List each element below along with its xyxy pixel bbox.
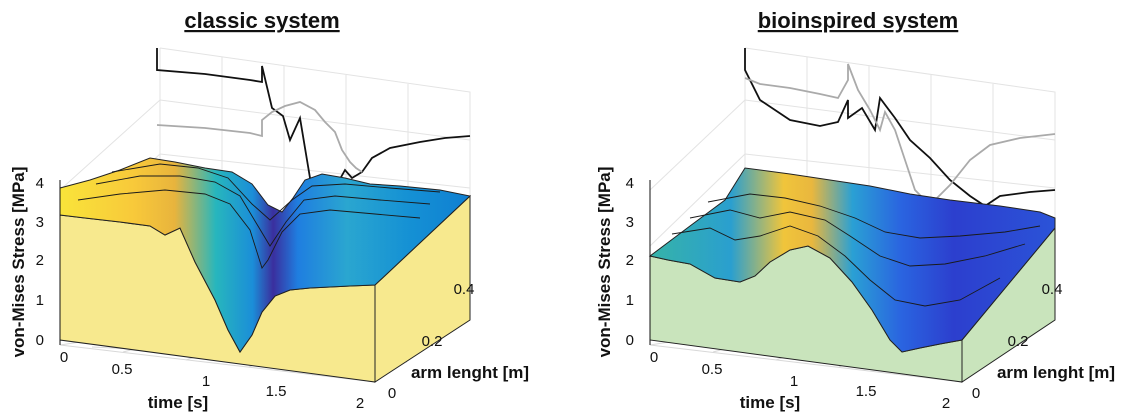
y-axis-label: arm lenght [m] <box>411 363 529 382</box>
z-tick-label: 3 <box>626 214 634 231</box>
x-tick-label: 1.5 <box>856 383 877 400</box>
x-tick-label: 0.5 <box>702 361 723 378</box>
x-tick-label: 1 <box>202 373 210 390</box>
y-axis: 0 0.2 0.4 arm lenght [m] <box>388 281 529 402</box>
z-axis: 0 1 2 3 4 von-Mises Stress [MPa] <box>595 167 651 358</box>
y-tick-label: 0.2 <box>1008 333 1029 350</box>
stress-surface <box>648 167 1056 353</box>
z-tick-label: 0 <box>626 332 634 349</box>
z-tick-label: 0 <box>36 332 44 349</box>
y-tick-label: 0.4 <box>1042 281 1063 298</box>
z-axis: 0 1 2 3 4 von-Mises Stress [MPa] <box>9 167 61 358</box>
y-tick-label: 0 <box>972 385 980 402</box>
panel-title: bioinspired system <box>758 8 959 33</box>
x-tick-label: 2 <box>942 395 950 412</box>
y-axis-label: arm lenght [m] <box>997 363 1115 382</box>
x-axis: 0 0.5 1 1.5 2 time [s] <box>650 349 950 412</box>
x-tick-label: 0 <box>60 349 68 366</box>
z-tick-label: 3 <box>36 214 44 231</box>
z-tick-label: 2 <box>626 252 634 269</box>
x-axis: 0 0.5 1 1.5 2 time [s] <box>60 349 364 412</box>
x-tick-label: 0.5 <box>112 361 133 378</box>
surface-isolines <box>671 193 1041 307</box>
x-axis-label: time [s] <box>148 393 208 412</box>
bioinspired-system-panel: bioinspired system 0 1 2 3 4 <box>595 8 1115 412</box>
x-tick-label: 2 <box>356 395 364 412</box>
z-axis-label: von-Mises Stress [MPa] <box>595 167 614 358</box>
x-axis-label: time [s] <box>740 393 800 412</box>
x-tick-label: 0 <box>650 349 658 366</box>
y-axis: 0 0.2 0.4 arm lenght [m] <box>972 281 1115 402</box>
z-tick-label: 4 <box>626 175 634 192</box>
z-axis-label: von-Mises Stress [MPa] <box>9 167 28 358</box>
z-tick-label: 4 <box>36 175 44 192</box>
stress-surface <box>59 157 472 353</box>
classic-system-panel: classic system 0 <box>9 8 529 412</box>
y-tick-label: 0.2 <box>422 333 443 350</box>
x-tick-label: 1.5 <box>266 383 287 400</box>
projected-curve-gray <box>744 63 1056 207</box>
surface-isolines <box>77 163 441 269</box>
projected-curve-gray <box>156 101 363 173</box>
z-tick-label: 1 <box>36 292 44 309</box>
z-tick-label: 2 <box>36 252 44 269</box>
z-tick-label: 1 <box>626 292 634 309</box>
panel-title: classic system <box>184 8 339 33</box>
y-tick-label: 0 <box>388 385 396 402</box>
x-tick-label: 1 <box>790 373 798 390</box>
projected-curve-black <box>156 48 471 190</box>
y-tick-label: 0.4 <box>454 281 475 298</box>
